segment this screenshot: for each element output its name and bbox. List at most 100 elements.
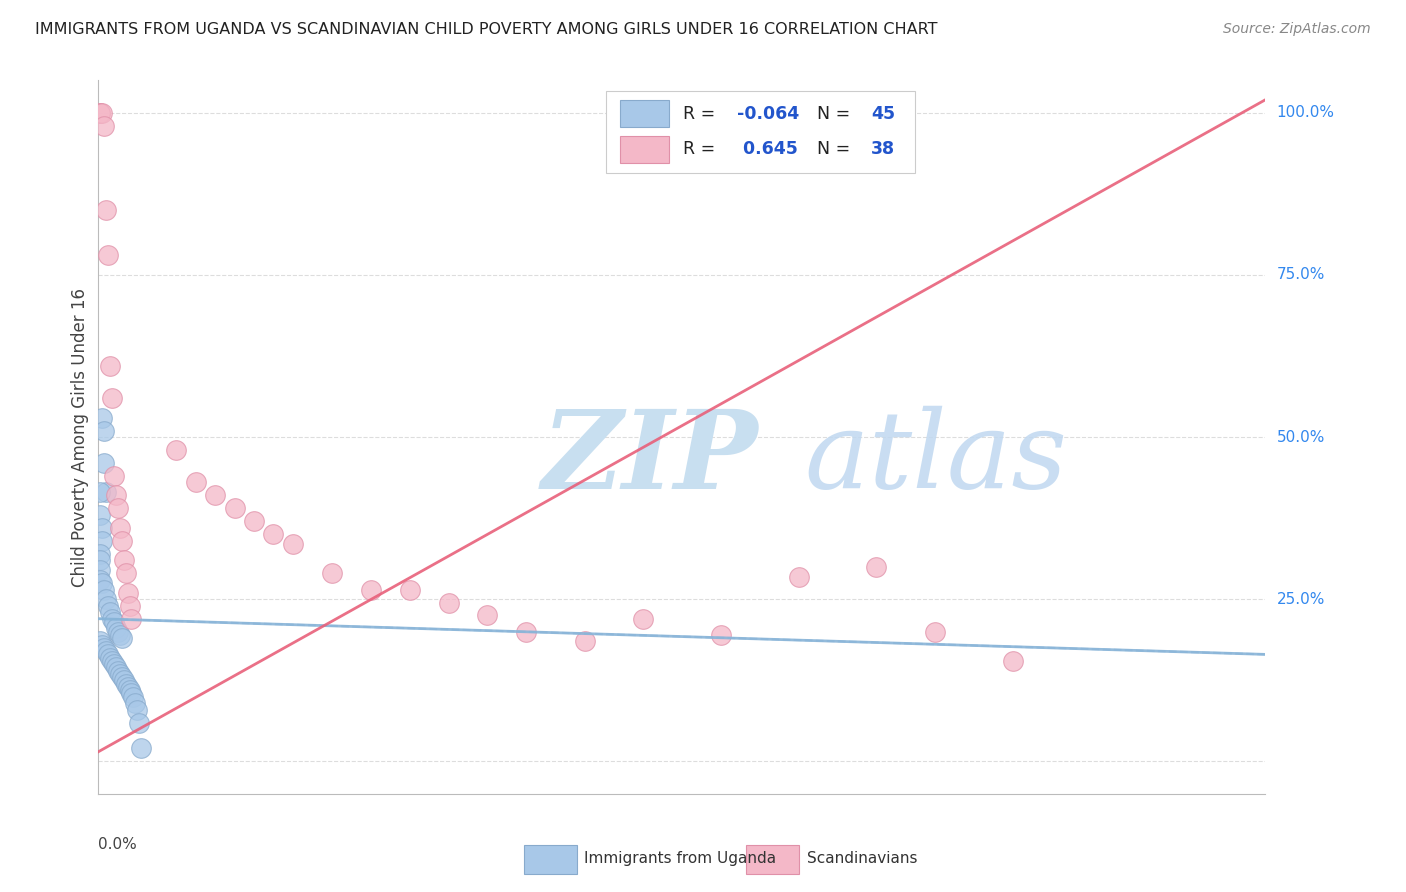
Point [89, 547, 111, 561]
Point [112, 673, 135, 688]
Y-axis label: Child Poverty Among Girls Under 16: Child Poverty Among Girls Under 16 [70, 287, 89, 587]
Point [103, 657, 125, 672]
Point [93, 640, 115, 655]
Point [108, 521, 131, 535]
Point [262, 527, 284, 541]
Point [101, 391, 124, 405]
Point [91, 410, 114, 425]
Text: R =: R = [683, 105, 721, 123]
Point [398, 582, 420, 597]
Point [101, 654, 124, 668]
Point [924, 624, 946, 639]
Point [112, 553, 135, 567]
Point [111, 533, 134, 548]
Point [93, 456, 115, 470]
Point [96, 202, 118, 217]
Text: 25.0%: 25.0% [1277, 591, 1324, 607]
Text: ZIP: ZIP [541, 405, 758, 512]
Point [89, 508, 111, 522]
Point [477, 608, 499, 623]
Point [710, 628, 733, 642]
Point [118, 683, 141, 698]
Point [243, 515, 266, 529]
Text: atlas: atlas [804, 406, 1067, 511]
Point [129, 741, 152, 756]
Point [89, 485, 111, 500]
Point [98, 650, 121, 665]
Point [321, 566, 343, 581]
Text: Immigrants from Uganda: Immigrants from Uganda [583, 851, 776, 865]
Text: N =: N = [817, 141, 856, 159]
Point [89, 105, 111, 120]
Point [224, 501, 246, 516]
Point [91, 576, 114, 591]
Point [114, 676, 136, 690]
Point [104, 622, 127, 636]
Point [117, 586, 139, 600]
Point [118, 599, 141, 613]
Point [121, 612, 143, 626]
Point [103, 469, 125, 483]
Point [97, 248, 120, 262]
Text: 50.0%: 50.0% [1277, 430, 1324, 444]
FancyBboxPatch shape [747, 846, 799, 874]
Point [107, 624, 129, 639]
Point [124, 696, 146, 710]
FancyBboxPatch shape [620, 136, 669, 163]
Point [122, 690, 145, 704]
Point [89, 573, 111, 587]
Text: -0.064: -0.064 [737, 105, 799, 123]
Point [103, 615, 125, 629]
Point [89, 563, 111, 577]
Text: Source: ZipAtlas.com: Source: ZipAtlas.com [1223, 22, 1371, 37]
Point [360, 582, 382, 597]
Point [104, 660, 127, 674]
Point [1001, 654, 1024, 668]
Point [787, 569, 810, 583]
Point [91, 638, 114, 652]
Text: N =: N = [817, 105, 856, 123]
Text: 38: 38 [870, 141, 896, 159]
Point [96, 644, 118, 658]
Text: IMMIGRANTS FROM UGANDA VS SCANDINAVIAN CHILD POVERTY AMONG GIRLS UNDER 16 CORREL: IMMIGRANTS FROM UGANDA VS SCANDINAVIAN C… [35, 22, 938, 37]
Point [204, 488, 226, 502]
Point [89, 105, 111, 120]
Point [93, 582, 115, 597]
Text: R =: R = [683, 141, 721, 159]
Text: 100.0%: 100.0% [1277, 105, 1334, 120]
Point [98, 359, 121, 373]
Text: Scandinavians: Scandinavians [807, 851, 917, 865]
Point [281, 537, 304, 551]
Point [91, 533, 114, 548]
Point [107, 664, 129, 678]
Point [96, 485, 118, 500]
Point [97, 599, 120, 613]
Point [91, 521, 114, 535]
Point [114, 566, 136, 581]
Point [631, 612, 654, 626]
Point [97, 648, 120, 662]
Point [111, 631, 134, 645]
Text: 0.645: 0.645 [737, 141, 797, 159]
Point [93, 424, 115, 438]
Point [437, 595, 460, 609]
FancyBboxPatch shape [606, 91, 915, 173]
Point [184, 475, 207, 490]
Text: 0.0%: 0.0% [98, 837, 138, 852]
Point [91, 105, 114, 120]
Point [89, 634, 111, 648]
Text: 45: 45 [870, 105, 896, 123]
Point [515, 624, 537, 639]
Point [111, 670, 134, 684]
Point [108, 666, 131, 681]
Point [865, 559, 887, 574]
FancyBboxPatch shape [620, 100, 669, 128]
Point [165, 443, 187, 458]
FancyBboxPatch shape [524, 846, 576, 874]
Point [98, 605, 121, 619]
Point [96, 592, 118, 607]
Point [107, 501, 129, 516]
Point [93, 119, 115, 133]
Text: 75.0%: 75.0% [1277, 268, 1324, 283]
Point [89, 553, 111, 567]
